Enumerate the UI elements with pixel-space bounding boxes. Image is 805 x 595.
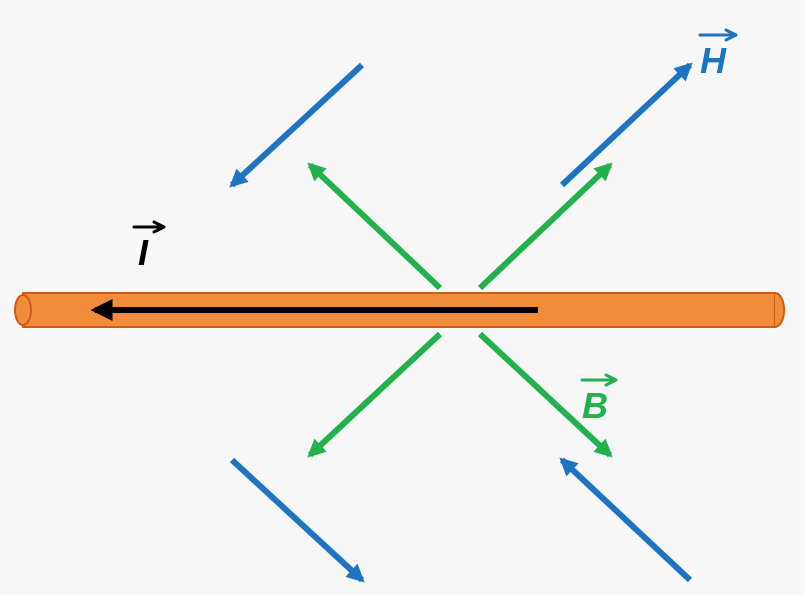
vector-arrow-I-icon (132, 220, 168, 234)
field-diagram (0, 0, 805, 595)
label-current-I: I (138, 232, 148, 274)
vector-arrow-B-icon (580, 373, 620, 387)
label-field-H: H (700, 40, 726, 82)
label-field-B: B (582, 385, 608, 427)
label-H-text: H (700, 40, 726, 81)
label-B-text: B (582, 385, 608, 426)
vector-arrow-H-icon (698, 28, 740, 42)
label-I-text: I (138, 232, 148, 273)
